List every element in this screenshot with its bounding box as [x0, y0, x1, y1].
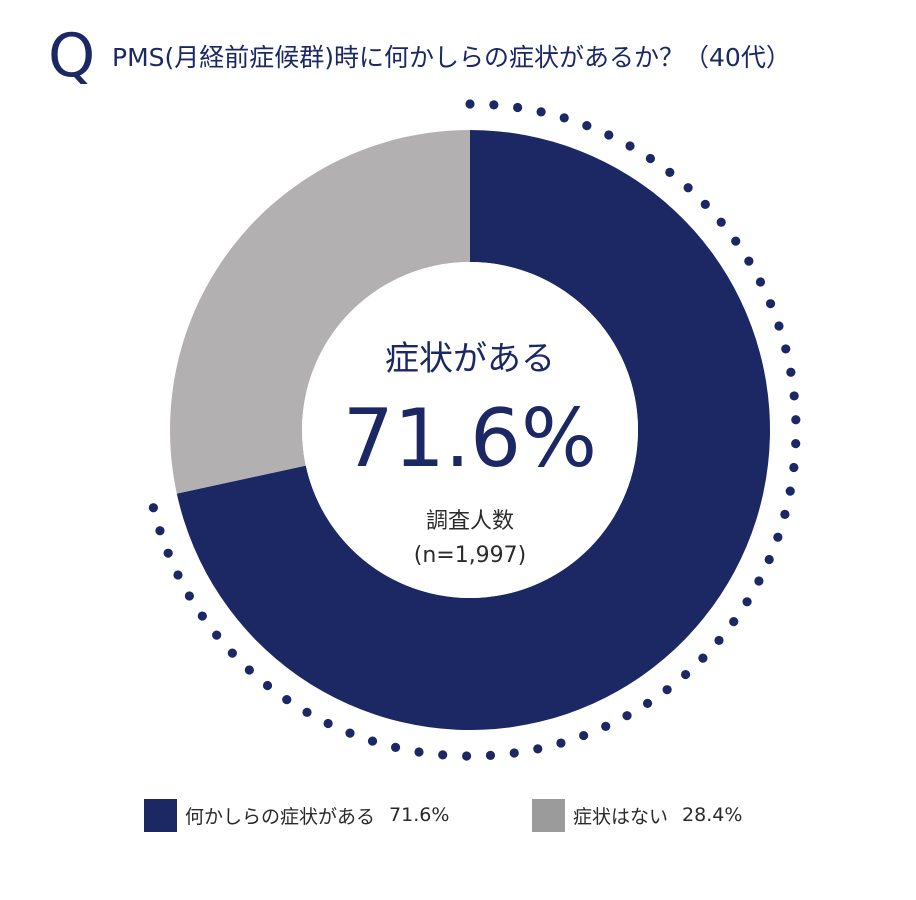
center-value: 71.6%: [343, 392, 597, 485]
decoration-dot: [509, 748, 519, 758]
decoration-dot: [414, 747, 424, 757]
sample-size: (n=1,997): [414, 543, 527, 568]
decoration-dot: [184, 591, 194, 601]
decoration-dot: [716, 217, 726, 227]
decoration-dot: [533, 744, 543, 754]
legend-label-no-symptoms: 症状はない: [573, 805, 669, 828]
decoration-dot: [262, 680, 273, 691]
decoration-dot: [601, 721, 611, 732]
decoration-dot: [244, 665, 254, 675]
legend-swatch-no-symptoms: [532, 798, 565, 832]
decoration-dot: [438, 750, 448, 760]
sample-label: 調査人数: [426, 509, 514, 534]
decoration-dot: [742, 597, 752, 607]
legend-item-no-symptoms: 症状はない 28.4%: [532, 798, 742, 832]
decoration-dot: [604, 130, 614, 140]
dotted-arc-decoration: [148, 99, 801, 761]
decoration-dot: [155, 526, 165, 536]
decoration-dot: [714, 635, 724, 646]
decoration-dot: [173, 570, 183, 580]
donut-slices: [169, 129, 770, 730]
decoration-dot: [786, 367, 796, 377]
decoration-dot: [559, 113, 569, 123]
decoration-dot: [755, 277, 766, 287]
center-label: 症状がある: [385, 339, 555, 379]
decoration-dot: [536, 107, 546, 117]
decoration-dot: [698, 653, 708, 663]
decoration-dot: [302, 707, 312, 717]
slice-no-symptoms: [169, 129, 470, 494]
decoration-dot: [754, 576, 764, 586]
legend-label-has-symptoms: 何かしらの症状がある: [185, 805, 376, 828]
decoration-dot: [625, 141, 635, 151]
legend-value-no-symptoms: 28.4%: [682, 804, 743, 826]
decoration-dot: [461, 751, 472, 761]
decoration-dot: [791, 439, 801, 449]
decoration-dot: [163, 548, 173, 558]
decoration-dot: [791, 415, 801, 425]
decoration-dot: [579, 730, 589, 741]
decoration-dot: [513, 102, 523, 113]
chart-title: PMS(月経前症候群)時に何かしらの症状があるか？（40代）: [112, 43, 791, 72]
decoration-dot: [227, 648, 237, 658]
decoration-dot: [744, 256, 754, 266]
donut-hole: [302, 262, 638, 598]
legend-item-has-symptoms: 何かしらの症状がある 71.6%: [144, 798, 449, 832]
decoration-dot: [642, 698, 653, 709]
decoration-dot: [785, 486, 795, 496]
decoration-dot: [390, 742, 401, 752]
decoration-dot: [774, 321, 784, 331]
decoration-dot: [764, 554, 774, 565]
decoration-dot: [489, 100, 499, 110]
decoration-dot: [622, 711, 632, 721]
decoration-dot: [197, 611, 207, 621]
decoration-dot: [773, 532, 783, 542]
decoration-dot: [700, 199, 710, 209]
decoration-dot: [781, 344, 791, 354]
decoration-dot: [345, 728, 355, 738]
legend-value-has-symptoms: 71.6%: [389, 804, 450, 826]
decoration-dot: [665, 167, 675, 178]
decoration-dot: [323, 718, 333, 729]
decoration-dot: [148, 503, 159, 513]
decoration-dot: [789, 462, 799, 473]
decoration-dot: [645, 153, 656, 164]
decoration-dot: [212, 630, 222, 640]
decoration-dot: [556, 738, 566, 748]
decoration-dot: [780, 509, 790, 519]
decoration-dot: [683, 183, 693, 193]
decoration-dot: [582, 121, 592, 131]
decoration-dot: [765, 299, 776, 309]
decoration-dot: [465, 99, 475, 109]
decoration-dot: [282, 695, 292, 705]
decoration-dot: [680, 669, 691, 680]
decoration-dot: [485, 750, 496, 760]
decoration-dot: [662, 685, 672, 695]
question-mark: Q: [48, 21, 96, 91]
decoration-dot: [729, 617, 739, 627]
decoration-dot: [789, 391, 799, 401]
legend-swatch-has-symptoms: [144, 798, 177, 832]
slice-has-symptoms: [176, 130, 770, 730]
decoration-dot: [367, 736, 378, 746]
decoration-dot: [731, 236, 741, 246]
